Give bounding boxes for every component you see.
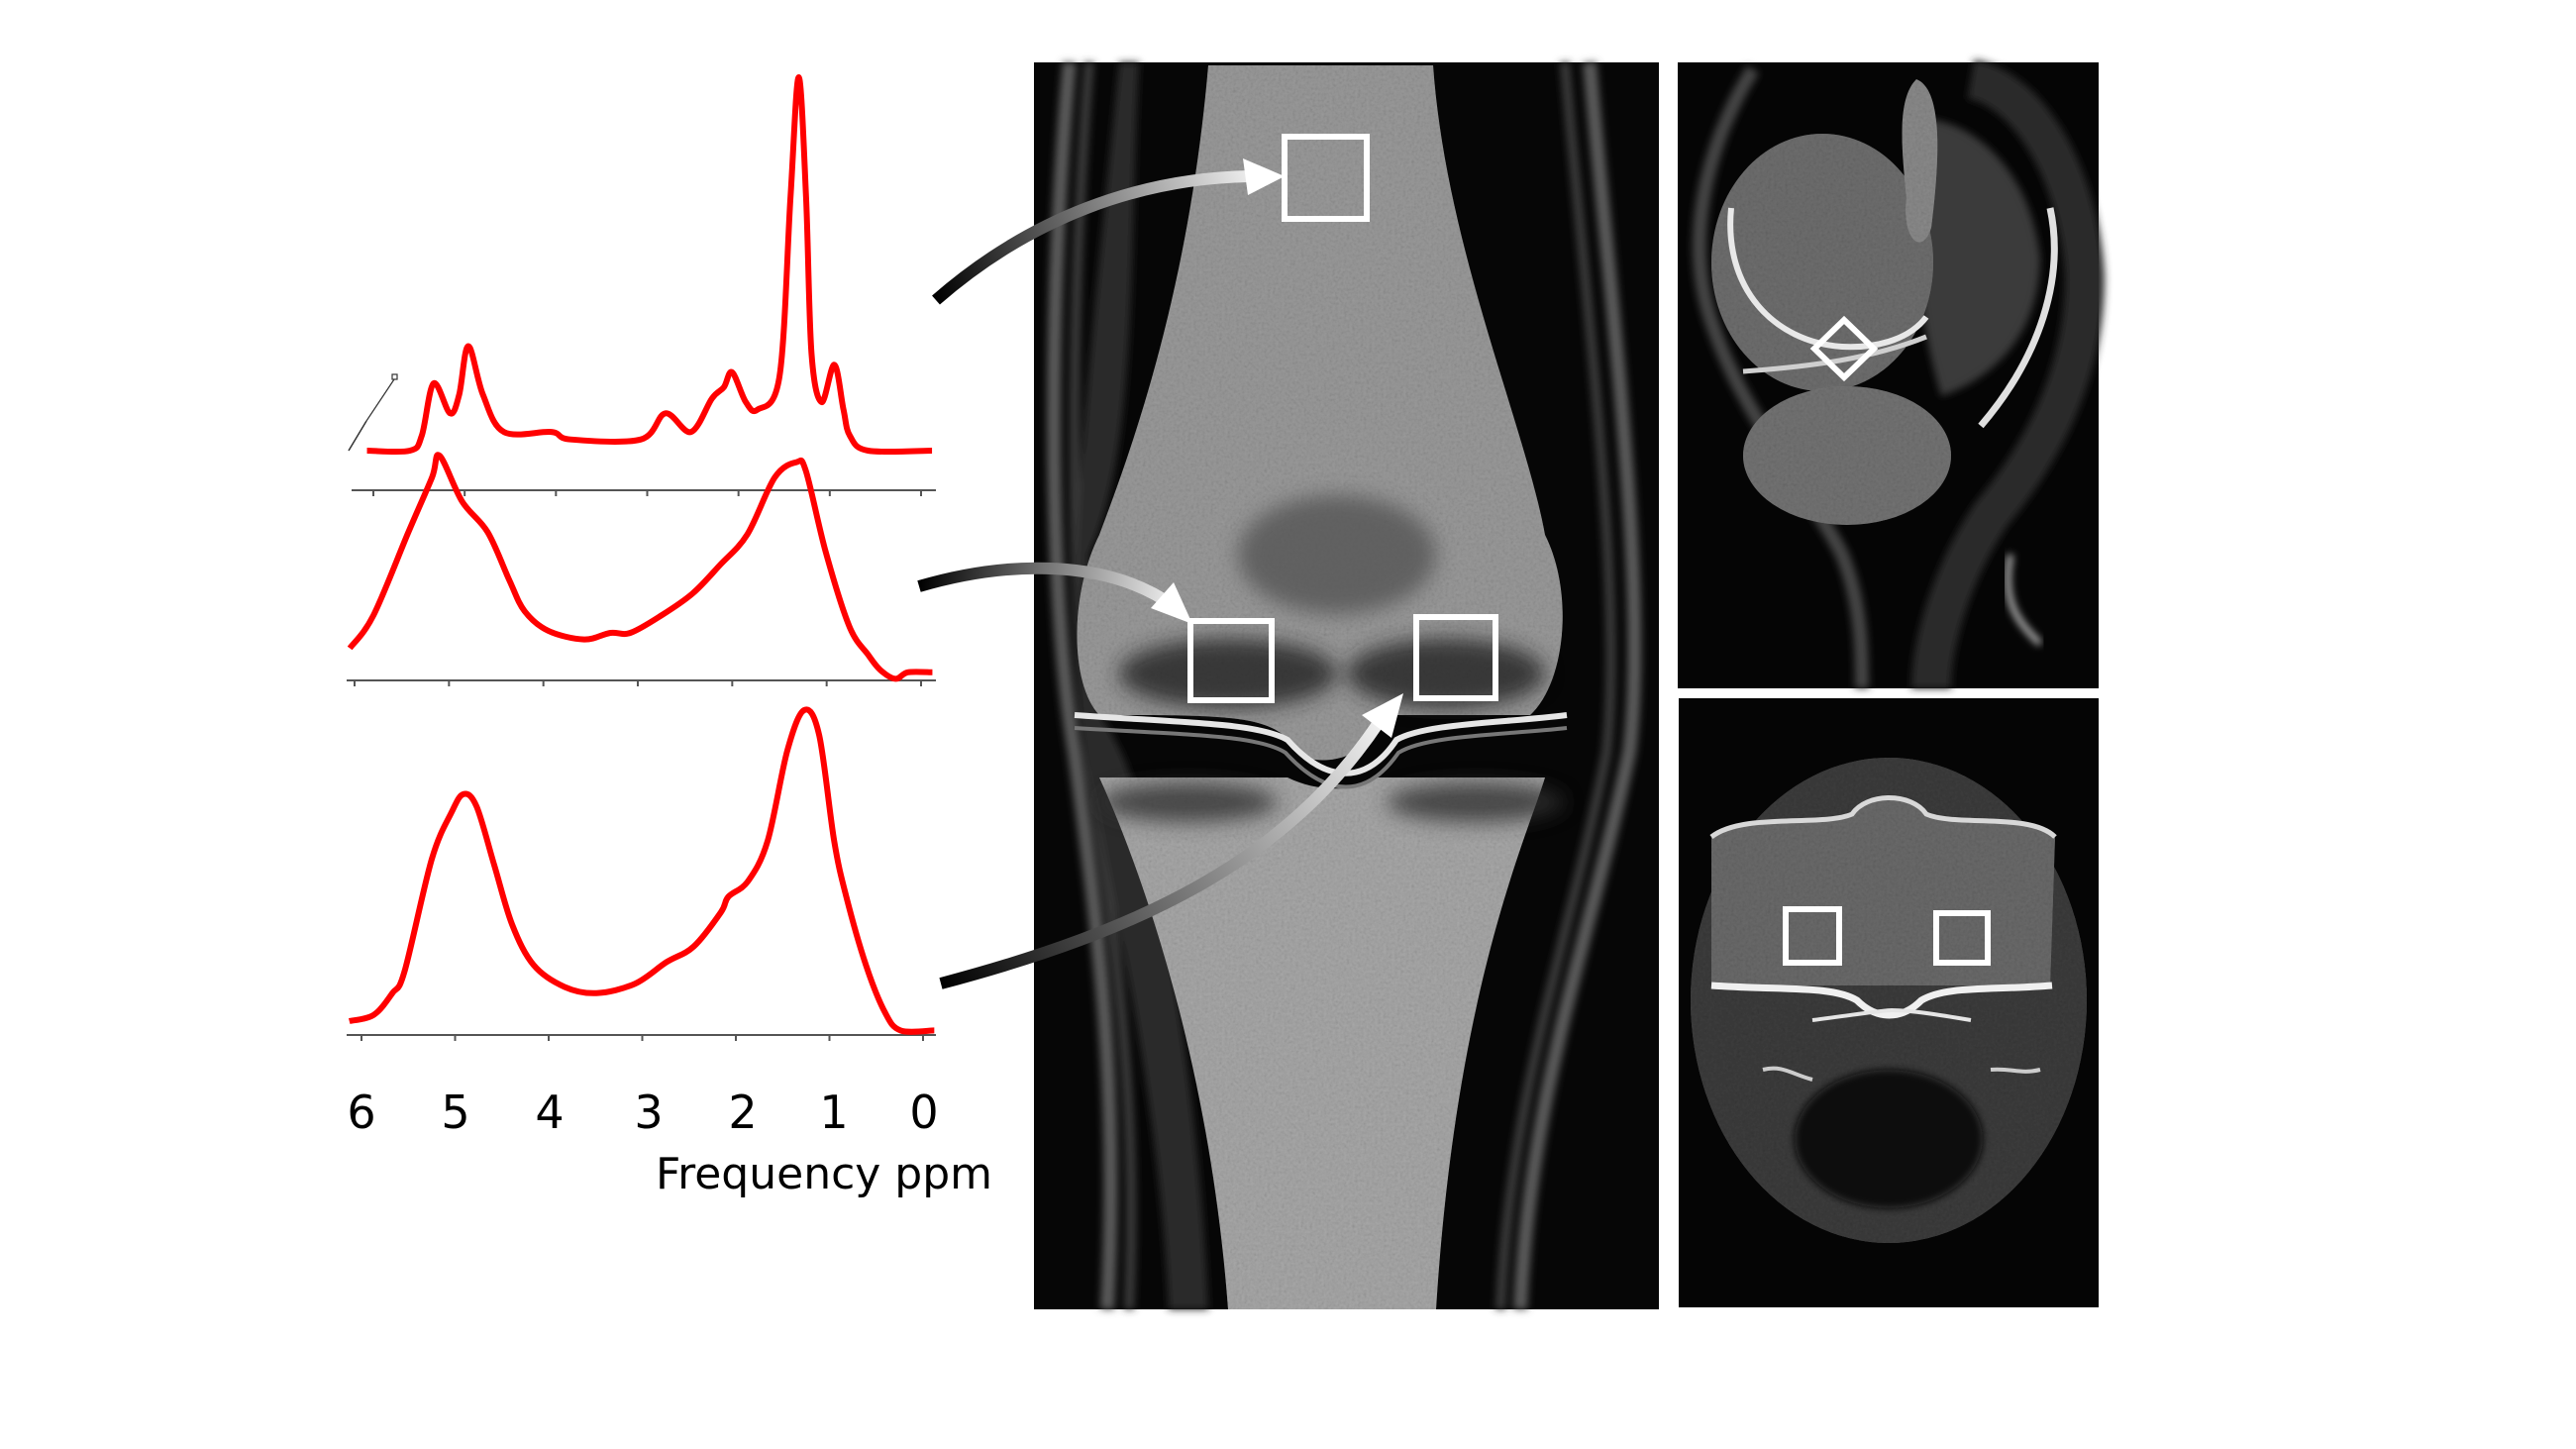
arrow-to-shaft bbox=[932, 158, 1285, 305]
axial-knee-mri bbox=[1679, 698, 2099, 1307]
roi-diamond bbox=[1809, 315, 1879, 382]
arrow-to-lateral-condyle bbox=[939, 693, 1403, 989]
roi-box-axial-medial bbox=[1783, 906, 1842, 966]
coronal-knee-mri bbox=[1034, 61, 1659, 1310]
arrow-to-medial-condyle bbox=[917, 562, 1192, 624]
roi-box-lateral-condyle bbox=[1413, 614, 1498, 701]
spectra-axes bbox=[347, 489, 936, 1041]
sagittal-knee-mri bbox=[1678, 59, 2106, 689]
x-tick-label: 0 bbox=[909, 1086, 939, 1139]
spectra-curves bbox=[347, 74, 935, 1035]
roi-box-axial-lateral bbox=[1933, 910, 1991, 966]
roi-box-femur-shaft bbox=[1282, 134, 1370, 222]
x-axis-label: Frequency ppm bbox=[656, 1149, 993, 1199]
spectrum-line-3 bbox=[348, 706, 935, 1035]
x-tick-label: 2 bbox=[728, 1086, 758, 1139]
axis-origin-marker bbox=[348, 373, 398, 452]
roi-box-medial-condyle bbox=[1187, 618, 1275, 703]
spectrum-line-1 bbox=[366, 74, 933, 456]
x-tick-label: 6 bbox=[347, 1086, 376, 1139]
x-tick-label: 1 bbox=[819, 1086, 849, 1139]
x-tick-label: 3 bbox=[634, 1086, 664, 1139]
x-tick-label: 5 bbox=[441, 1086, 470, 1139]
x-tick-label: 4 bbox=[535, 1086, 565, 1139]
spectrum-line-2 bbox=[347, 452, 933, 682]
